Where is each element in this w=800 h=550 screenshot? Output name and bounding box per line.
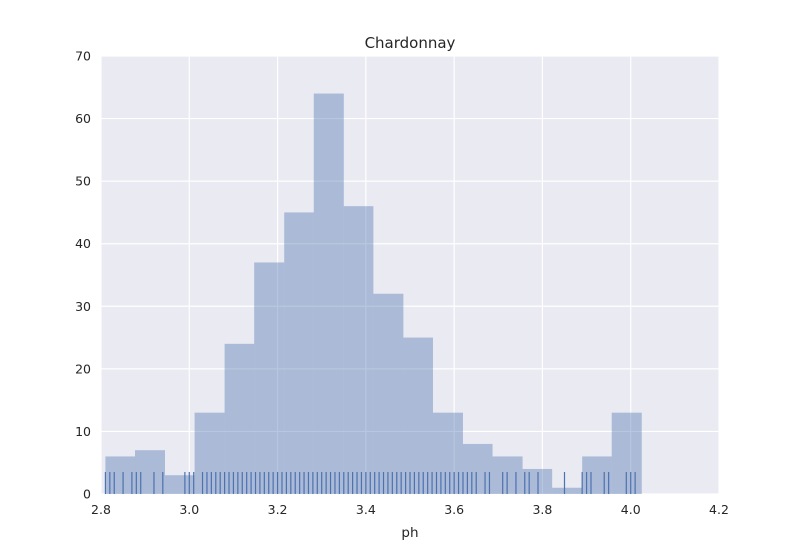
x-tick-label: 4.2 [709,502,729,517]
histogram-bar [165,475,195,494]
y-tick-label: 10 [75,424,91,439]
y-tick-label: 30 [75,299,91,314]
x-tick-label: 2.8 [91,502,111,517]
histogram-bar [552,487,583,494]
histogram-bar [313,93,344,495]
y-tick-labels: 0 10 20 30 40 50 60 70 [75,49,91,502]
x-tick-label: 3.2 [268,502,288,517]
histogram-bar [343,206,374,494]
histogram-bar [522,468,553,494]
rug-marks [104,472,636,494]
x-tick-label: 3.6 [444,502,464,517]
x-axis-label: ph [401,525,418,541]
y-tick-label: 50 [75,174,91,189]
grid-lines [100,55,720,495]
plot-background [101,56,719,494]
histogram-bar [284,212,314,494]
histogram-bar [373,293,404,494]
x-tick-labels: 2.8 3.0 3.2 3.4 3.6 3.8 4.0 4.2 [91,502,729,517]
y-tick-label: 70 [75,49,91,64]
y-tick-label: 0 [83,487,91,502]
y-tick-label: 40 [75,236,91,251]
histogram-bar [254,262,285,494]
histogram-bar [403,337,433,494]
x-tick-label: 3.4 [356,502,376,517]
histogram-bars [105,93,642,495]
x-tick-label: 3.0 [179,502,199,517]
histogram-bar [134,450,166,494]
x-tick-label: 4.0 [621,502,641,517]
x-tick-label: 3.8 [532,502,552,517]
y-tick-label: 20 [75,361,91,376]
y-tick-label: 60 [75,111,91,126]
chart-title: Chardonnay [365,34,456,52]
histogram-bar [224,343,255,494]
